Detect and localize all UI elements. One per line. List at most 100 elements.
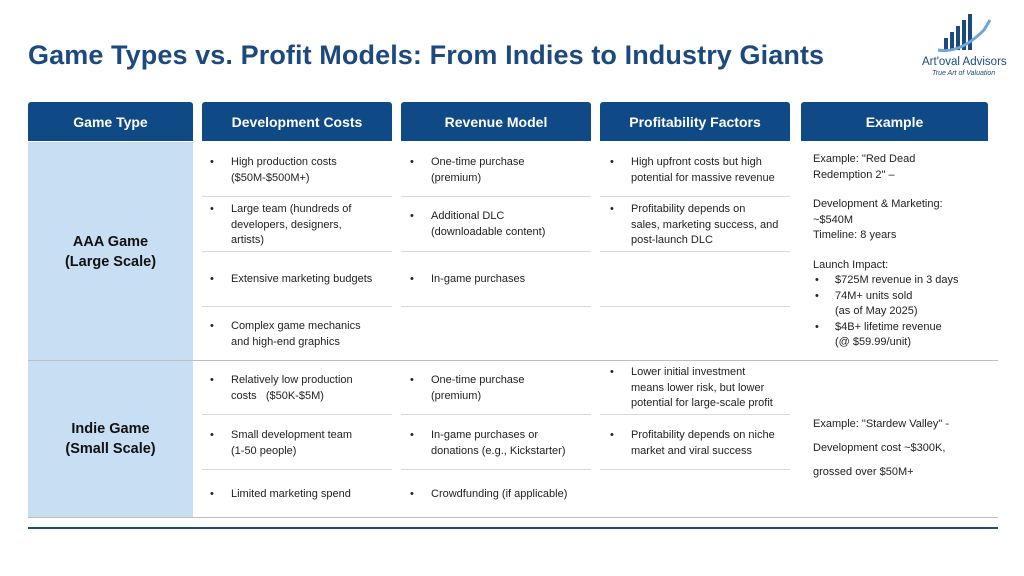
aaa-example-line: ~$540M (813, 213, 854, 226)
aaa-type-cell (28, 142, 193, 360)
aaa-game-type: AAA Game (Large Scale) (28, 232, 193, 272)
aaa-example-bullet: • 74M+ units sold (as of May 2025) (813, 289, 995, 320)
aaa-dev-item-line: Large team (hundreds of (231, 203, 352, 215)
aaa-type-scale: (Large Scale) (64, 254, 157, 270)
header-profitability-factors: Profitability Factors (600, 102, 790, 141)
aaa-dev-item-line: and high-end graphics (231, 335, 340, 348)
bullet-icon: • (410, 374, 414, 386)
row-divider (401, 251, 591, 252)
row-divider (401, 196, 591, 197)
aaa-rev-item-line: One-time purchase (431, 156, 525, 168)
aaa-rev-item: • Additional DLC (downloadable content) (410, 209, 590, 240)
bullet-icon: • (610, 429, 614, 441)
aaa-example-bullet: • $725M revenue in 3 days (813, 273, 995, 289)
indie-prof-item-line: Lower initial investment (631, 366, 746, 378)
indie-dev-item-line: Relatively low production (231, 374, 353, 386)
indie-prof-item: • Profitability depends on niche market … (610, 428, 795, 459)
aaa-example-line: Timeline: 8 years (813, 229, 897, 241)
indie-type-label: Indie Game (71, 421, 150, 437)
bullet-icon: • (210, 273, 214, 285)
brand-logo: Art'oval Advisors True Art of Valuation (916, 10, 1020, 82)
indie-rev-item: • In-game purchases or donations (e.g., … (410, 428, 590, 459)
table-bottom-border (28, 517, 998, 518)
aaa-dev-item-line: Extensive marketing budgets (231, 273, 373, 285)
bullet-icon: • (210, 488, 214, 500)
aaa-dev-item-line: Complex game mechanics (231, 320, 361, 332)
indie-dev-item-line: costs ($50K-$5M) (231, 389, 324, 402)
bullet-icon: • (210, 156, 214, 168)
bullet-icon: • (815, 274, 819, 286)
indie-rev-item-line: donations (e.g., Kickstarter) (431, 444, 566, 457)
indie-dev-item-line: Limited marketing spend (231, 488, 351, 500)
indie-rev-item-line: One-time purchase (431, 374, 525, 386)
indie-rev-item-line: Crowdfunding (if applicable) (431, 488, 568, 500)
row-divider (202, 414, 392, 415)
section-separator (28, 360, 998, 361)
bullet-icon: • (210, 429, 214, 441)
aaa-prof-item-line: Profitability depends on (631, 203, 746, 215)
bullet-icon: • (610, 366, 614, 378)
row-divider (202, 196, 392, 197)
indie-game-type: Indie Game (Small Scale) (28, 419, 193, 459)
aaa-example-line: Development & Marketing: (813, 198, 943, 210)
header-game-type: Game Type (28, 102, 193, 141)
bullet-icon: • (610, 203, 614, 215)
aaa-prof-item: • Profitability depends on sales, market… (610, 202, 790, 249)
aaa-type-label: AAA Game (72, 234, 149, 250)
aaa-rev-item-line: (premium) (431, 171, 482, 184)
bullet-icon: • (410, 429, 414, 441)
aaa-prof-item: • High upfront costs but high potential … (610, 155, 790, 186)
aaa-dev-item-line: developers, designers, (231, 218, 342, 231)
row-divider (401, 306, 591, 307)
aaa-prof-item-line: High upfront costs but high (631, 156, 762, 168)
aaa-example-bullet-text: $4B+ lifetime revenue (835, 320, 942, 333)
header-revenue-model: Revenue Model (401, 102, 591, 141)
aaa-dev-item: • Large team (hundreds of developers, de… (210, 202, 390, 249)
aaa-rev-item: • In-game purchases (410, 272, 590, 288)
bullet-icon: • (410, 156, 414, 168)
aaa-example-line: Example: "Red Dead (813, 153, 916, 165)
indie-rev-item-line: In-game purchases or (431, 429, 538, 441)
indie-dev-item: • Small development team (1-50 people) (210, 428, 390, 459)
bullet-icon: • (410, 210, 414, 222)
aaa-example-line: Launch Impact: (813, 258, 889, 271)
indie-dev-item-line: Small development team (231, 429, 353, 441)
indie-type-cell (28, 361, 193, 517)
bullet-icon: • (815, 289, 819, 302)
indie-rev-item: • Crowdfunding (if applicable) (410, 487, 590, 503)
row-divider (600, 306, 790, 307)
indie-prof-item-line: Profitability depends on niche (631, 429, 775, 441)
row-divider (600, 196, 790, 197)
bullet-icon: • (210, 203, 214, 215)
aaa-dev-item-line: ($50M-$500M+) (231, 171, 310, 184)
aaa-rev-item-line: In-game purchases (431, 273, 526, 285)
row-divider (600, 469, 790, 470)
bullet-icon: • (610, 156, 614, 168)
aaa-example-bullet-text: $725M revenue in 3 days (835, 274, 959, 286)
row-divider (401, 414, 591, 415)
header-example: Example (801, 102, 988, 141)
page-title: Game Types vs. Profit Models: From Indie… (28, 40, 825, 70)
row-divider (202, 469, 392, 470)
row-divider (401, 469, 591, 470)
indie-prof-item-line: market and viral success (631, 444, 753, 457)
aaa-dev-item: • Extensive marketing budgets (210, 272, 390, 288)
logo-tagline: True Art of Valuation (932, 70, 996, 77)
aaa-prof-item-line: post-launch DLC (631, 234, 713, 246)
indie-prof-item-line: potential for large-scale profit (631, 397, 773, 409)
aaa-example-bullet: • $4B+ lifetime revenue (@ $59.99/unit) (813, 320, 995, 351)
aaa-example: Example: "Red Dead Redemption 2" – Devel… (813, 152, 995, 351)
indie-example-line: grossed over $50M+ (813, 466, 914, 478)
row-divider (202, 251, 392, 252)
row-divider (600, 251, 790, 252)
aaa-example-line: Redemption 2" – (813, 168, 895, 181)
indie-example: Example: "Stardew Valley" - Development … (813, 412, 995, 484)
bullet-icon: • (410, 273, 414, 285)
aaa-example-bullet-text: (@ $59.99/unit) (835, 336, 911, 348)
aaa-rev-item-line: (downloadable content) (431, 225, 546, 238)
indie-prof-item: • Lower initial investment means lower r… (610, 365, 795, 412)
row-divider (600, 414, 790, 415)
aaa-rev-item-line: Additional DLC (431, 210, 505, 222)
bullet-icon: • (410, 488, 414, 500)
bar-chart-swoosh-icon (937, 14, 992, 53)
